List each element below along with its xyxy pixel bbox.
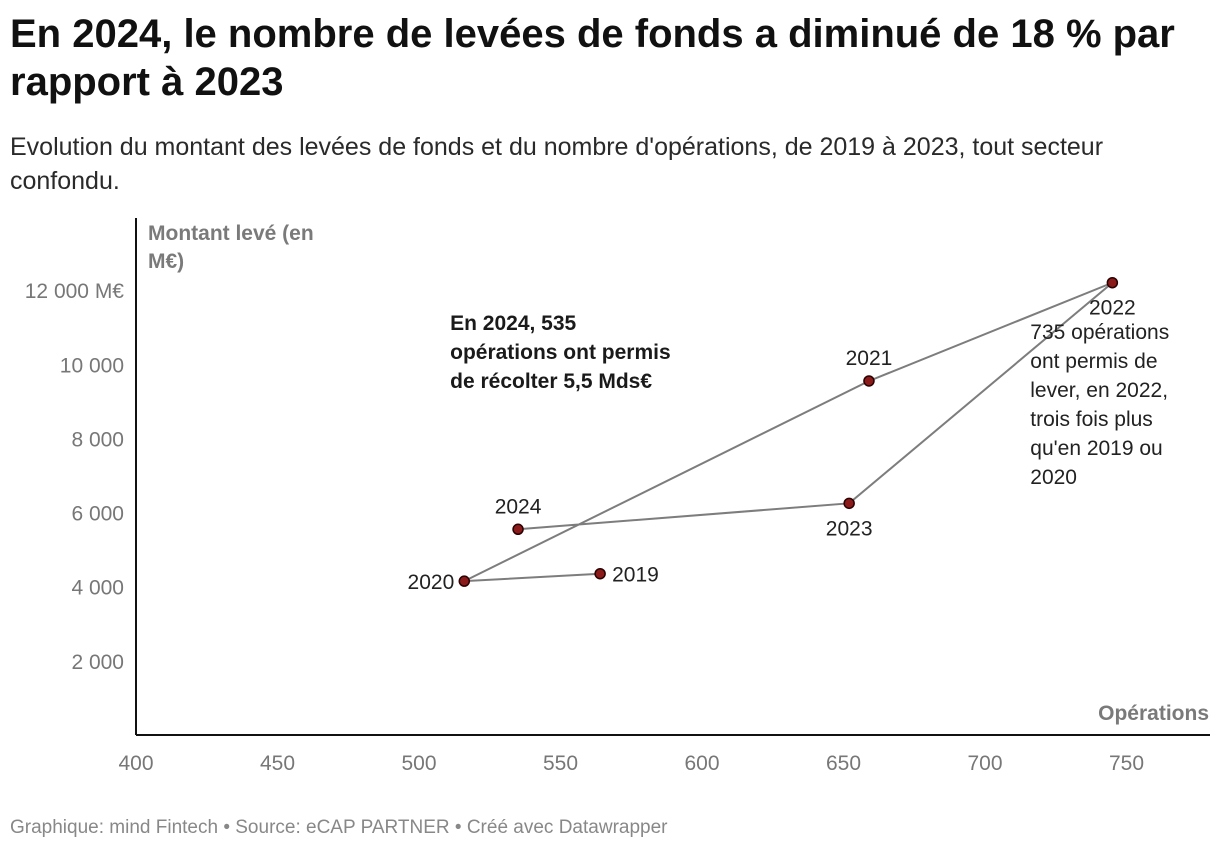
data-point-2021 bbox=[863, 375, 875, 387]
point-label-2022: 2022 bbox=[1089, 297, 1136, 320]
x-tick-label: 550 bbox=[543, 752, 578, 775]
x-tick-label: 700 bbox=[967, 752, 1002, 775]
x-axis-ticks: 400 450 500 550 600 650 700 750 bbox=[118, 752, 1144, 775]
point-label-2019: 2019 bbox=[612, 564, 659, 587]
anno-2022-line: ont permis de bbox=[1030, 350, 1157, 373]
y-tick-label: 10 000 bbox=[60, 354, 124, 377]
data-point-2023 bbox=[843, 497, 855, 510]
anno-2024-line: En 2024, 535 bbox=[450, 312, 576, 335]
x-tick-label: 750 bbox=[1109, 752, 1144, 775]
data-point-2022 bbox=[1106, 276, 1119, 289]
y-axis-title-line: M€) bbox=[148, 250, 184, 273]
axes bbox=[135, 218, 1210, 736]
anno-2022-line: 2020 bbox=[1030, 466, 1077, 489]
data-point-2024 bbox=[512, 523, 524, 536]
anno-2024-line: opérations ont permis bbox=[450, 341, 671, 364]
annotations: En 2024, 535 opérations ont permis de réco… bbox=[450, 312, 1169, 489]
x-axis-title: Opérations bbox=[1098, 702, 1209, 725]
chart-subtitle: Evolution du montant des levées de fonds… bbox=[10, 133, 1104, 195]
x-tick-label: 500 bbox=[401, 752, 436, 775]
x-tick-label: 650 bbox=[826, 752, 861, 775]
point-label-2023: 2023 bbox=[826, 517, 873, 540]
y-axis-title-line: Montant levé (en bbox=[148, 222, 314, 245]
x-tick-label: 400 bbox=[118, 752, 153, 775]
data-points bbox=[458, 276, 1119, 587]
point-labels: 2019 2020 2021 2022 2023 2024 bbox=[408, 297, 1136, 594]
anno-2022-line: trois fois plus bbox=[1030, 408, 1153, 431]
anno-2022-line: lever, en 2022, bbox=[1030, 379, 1168, 402]
y-axis-title: Montant levé (en M€) bbox=[148, 222, 314, 273]
anno-2022-line: qu'en 2019 ou bbox=[1030, 437, 1162, 460]
chart-footer: Graphique: mind Fintech • Source: eCAP P… bbox=[10, 817, 668, 838]
data-point-2020 bbox=[458, 575, 471, 587]
connector-line bbox=[463, 281, 1113, 583]
point-label-2020: 2020 bbox=[408, 571, 455, 594]
y-tick-label: 2 000 bbox=[71, 651, 124, 674]
chart-title: En 2024, le nombre de levées de fonds a … bbox=[10, 12, 1175, 104]
connector-lines bbox=[463, 281, 1113, 583]
y-tick-label: 12 000 M€ bbox=[25, 280, 125, 303]
anno-2024-line: de récolter 5,5 Mds€ bbox=[450, 370, 652, 393]
anno-2022-line: 735 opérations bbox=[1030, 321, 1169, 344]
point-label-2024: 2024 bbox=[495, 495, 542, 518]
y-tick-label: 8 000 bbox=[71, 428, 124, 451]
y-axis-ticks: 2 000 4 000 6 000 8 000 10 000 12 000 M€ bbox=[25, 280, 125, 674]
point-label-2021: 2021 bbox=[846, 347, 893, 370]
y-tick-label: 4 000 bbox=[71, 577, 124, 600]
x-axis-title: Opérations bbox=[1098, 702, 1209, 725]
data-point-2019 bbox=[594, 567, 606, 580]
x-tick-label: 600 bbox=[684, 752, 719, 775]
y-tick-label: 6 000 bbox=[71, 503, 124, 526]
x-tick-label: 450 bbox=[260, 752, 295, 775]
